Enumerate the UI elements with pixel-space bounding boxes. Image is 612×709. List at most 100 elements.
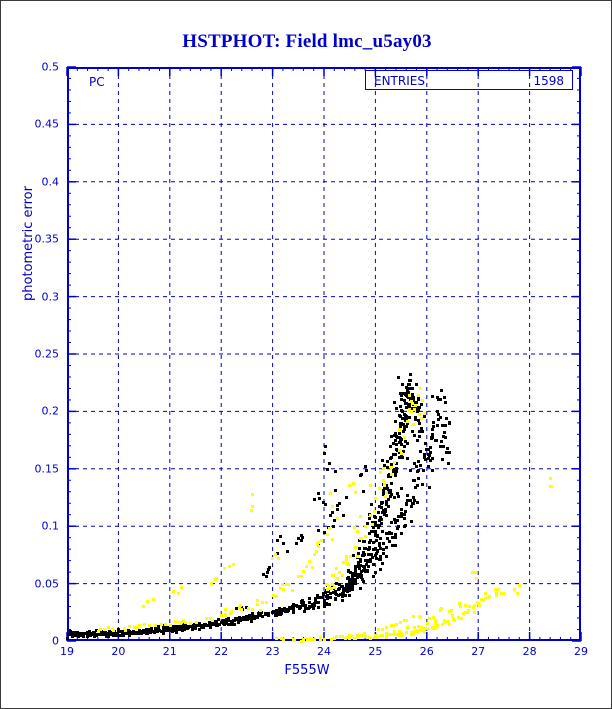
- data-point: [415, 500, 419, 504]
- data-point: [272, 610, 276, 614]
- data-point: [68, 629, 72, 633]
- data-point: [423, 458, 427, 462]
- y-tick-label: 0.05: [34, 577, 60, 591]
- data-point: [384, 554, 388, 558]
- data-point: [406, 403, 410, 407]
- data-point: [423, 630, 427, 634]
- data-point: [338, 583, 342, 587]
- data-point: [444, 619, 448, 623]
- data-point: [387, 504, 391, 508]
- data-point: [316, 600, 320, 604]
- data-point: [374, 570, 378, 574]
- data-point: [412, 462, 416, 466]
- data-point: [441, 457, 445, 461]
- data-point: [382, 510, 386, 514]
- data-point: [438, 416, 442, 420]
- data-point: [383, 486, 387, 490]
- data-point: [307, 600, 311, 604]
- data-point: [356, 552, 360, 556]
- data-point: [376, 511, 380, 515]
- entries-legend-box: ENTRIES 1598: [365, 70, 573, 90]
- data-point: [381, 551, 385, 555]
- data-point: [202, 625, 206, 629]
- data-point: [223, 613, 227, 617]
- y-tick-label: 0.2: [41, 404, 60, 418]
- data-point: [256, 599, 260, 603]
- data-point: [373, 514, 377, 518]
- data-point: [415, 401, 419, 405]
- data-point: [217, 618, 221, 622]
- data-point: [402, 445, 406, 449]
- data-point: [385, 486, 389, 490]
- y-tick-label: 0.25: [34, 347, 60, 361]
- data-point: [225, 618, 229, 622]
- data-point: [384, 626, 388, 630]
- data-point: [399, 393, 403, 397]
- data-point: [162, 630, 166, 634]
- data-point: [319, 635, 323, 639]
- data-point: [157, 625, 161, 629]
- data-point: [415, 465, 419, 469]
- data-point: [396, 518, 400, 522]
- data-point: [412, 630, 416, 634]
- data-point: [307, 559, 311, 563]
- data-point: [388, 530, 392, 534]
- data-point: [342, 513, 346, 517]
- data-point: [438, 444, 442, 448]
- data-point: [329, 513, 333, 517]
- data-point: [333, 488, 337, 492]
- data-point: [380, 522, 384, 526]
- data-point: [361, 578, 365, 582]
- data-point: [350, 587, 354, 591]
- data-point: [327, 583, 331, 587]
- data-point: [162, 628, 166, 632]
- data-point: [249, 617, 253, 621]
- data-point: [468, 604, 472, 608]
- data-point: [141, 604, 145, 608]
- data-point: [409, 373, 413, 377]
- data-point: [372, 526, 376, 530]
- data-point: [396, 436, 400, 440]
- data-point: [410, 394, 414, 398]
- data-point: [340, 598, 344, 602]
- data-point: [394, 622, 398, 626]
- x-tick-label: 20: [111, 645, 126, 658]
- data-point: [398, 428, 402, 432]
- data-point: [265, 574, 269, 578]
- data-point: [163, 622, 167, 626]
- data-point: [427, 616, 431, 620]
- data-point: [162, 626, 166, 630]
- data-point: [389, 481, 393, 485]
- data-point: [417, 394, 421, 398]
- data-point: [168, 624, 172, 628]
- data-point: [418, 628, 422, 632]
- data-point: [406, 625, 410, 629]
- data-point: [209, 616, 213, 620]
- data-point: [379, 537, 383, 541]
- data-point: [196, 623, 200, 627]
- data-point: [189, 621, 193, 625]
- data-point: [250, 493, 254, 497]
- data-point: [224, 620, 228, 624]
- data-point: [464, 604, 468, 608]
- data-point: [251, 615, 255, 619]
- data-point: [203, 622, 207, 626]
- data-point: [304, 565, 308, 569]
- data-point: [352, 580, 356, 584]
- data-point: [363, 570, 367, 574]
- data-point: [397, 515, 401, 519]
- entries-value: 1598: [533, 74, 564, 88]
- data-point: [200, 624, 204, 628]
- data-point: [424, 441, 428, 445]
- data-point: [427, 485, 431, 489]
- data-point: [357, 564, 361, 568]
- data-point: [406, 441, 410, 445]
- data-point: [398, 424, 402, 428]
- data-point: [290, 588, 294, 592]
- data-point: [363, 534, 367, 538]
- data-point: [317, 606, 321, 610]
- data-point: [406, 395, 410, 399]
- data-point: [208, 621, 212, 625]
- data-point: [461, 612, 465, 616]
- data-point: [407, 382, 411, 386]
